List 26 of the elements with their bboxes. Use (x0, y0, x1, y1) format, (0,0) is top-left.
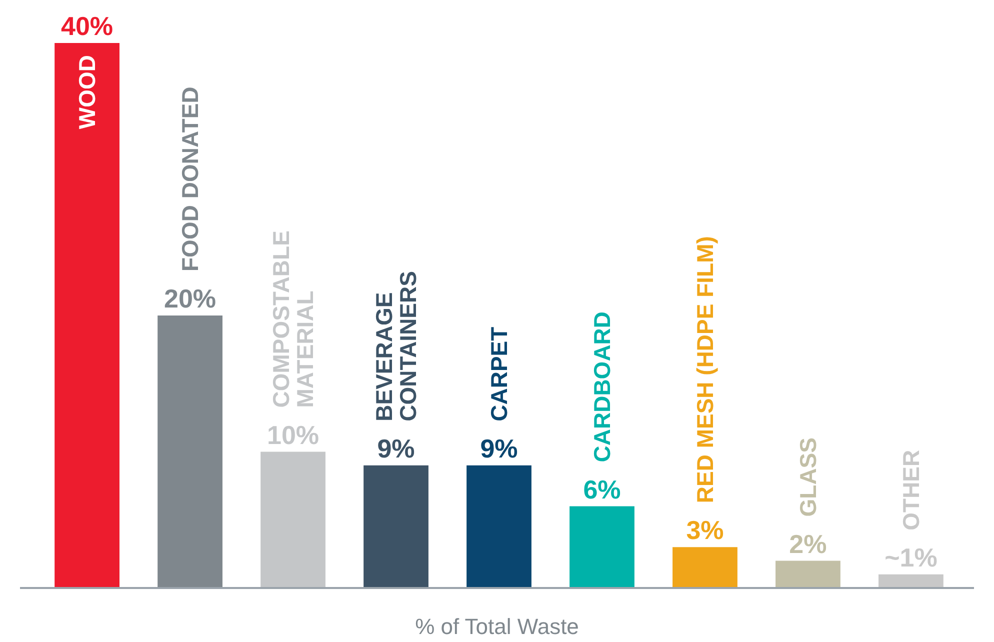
data-label: 2% (789, 528, 827, 559)
x-tick-label: FOOD DONATED (177, 86, 204, 272)
bar (570, 506, 634, 588)
x-tick-label: GLASS (795, 438, 822, 517)
bar (158, 316, 222, 588)
bar (672, 547, 738, 588)
bar (776, 560, 840, 588)
x-tick-label: COMPOSTABLE MATERIAL (268, 230, 318, 408)
x-tick-label: BEVERAGE CONTAINERS (370, 271, 422, 422)
x-tick-label: CARPET (486, 326, 512, 422)
data-label: 6% (583, 474, 621, 504)
data-label: 9% (480, 433, 518, 464)
x-axis-title: % of Total Waste (415, 614, 579, 639)
x-tick-label: WOOD (74, 55, 100, 130)
bar (364, 465, 428, 588)
x-tick-label: RED MESH (HDPE FILM) (692, 236, 718, 504)
bar (878, 574, 944, 588)
data-label: 40% (61, 11, 114, 41)
x-tick-label: CARDBOARD (589, 311, 616, 462)
data-label: 3% (686, 515, 724, 546)
data-label: 20% (164, 284, 216, 314)
data-label: 10% (266, 420, 320, 450)
data-label: 9% (377, 433, 415, 464)
bar (466, 465, 532, 588)
bar (54, 43, 120, 588)
bar (260, 452, 326, 588)
